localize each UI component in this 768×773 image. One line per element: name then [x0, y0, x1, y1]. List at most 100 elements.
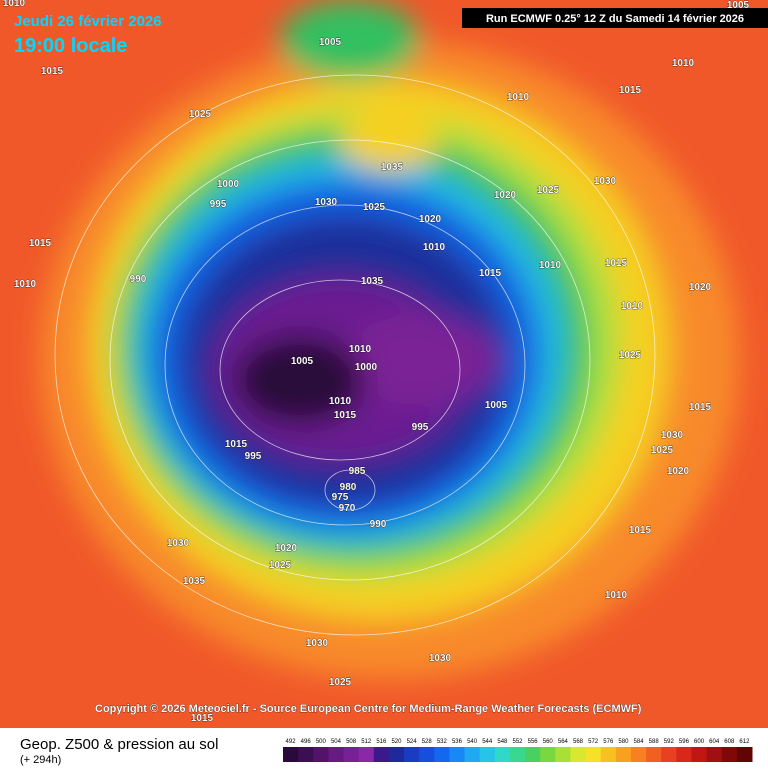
isobar-label: 1015	[41, 66, 64, 77]
colorbar-label: 536	[452, 739, 463, 745]
isobar-label: 1025	[363, 202, 386, 213]
isobar-label: 1025	[329, 677, 352, 688]
colorbar-label: 508	[346, 739, 357, 745]
run-box	[462, 8, 768, 28]
isobar-label: 1005	[727, 0, 750, 11]
isobar-label: 1035	[381, 162, 404, 173]
isobar-label: 1010	[507, 92, 530, 103]
colorbar-swatch	[585, 747, 602, 762]
geopotential-field	[40, 0, 740, 680]
isobar-label: 1015	[191, 713, 214, 724]
isobar-label: 1025	[537, 185, 560, 196]
colorbar-swatch	[721, 747, 738, 762]
run-info: Run ECMWF 0.25° 12 Z du Samedi 14 févrie…	[486, 13, 744, 25]
colorbar-label: 512	[361, 739, 372, 745]
isobar-label: 1015	[689, 402, 712, 413]
colorbar-swatch	[525, 747, 541, 762]
colorbar-swatch	[404, 747, 420, 762]
isobar-label: 1005	[485, 400, 508, 411]
colorbar-label: 516	[376, 739, 387, 745]
colorbar-label: 600	[694, 739, 705, 745]
colorbar-swatch	[661, 747, 677, 762]
colorbar-swatch	[419, 747, 435, 762]
isobar-label: 970	[339, 503, 356, 514]
colorbar-label: 576	[603, 739, 614, 745]
isobar-label: 1005	[291, 356, 314, 367]
colorbar-swatch	[570, 747, 587, 762]
colorbar-swatch	[343, 747, 360, 762]
isobar-label: 985	[349, 466, 366, 477]
colorbar-swatch	[555, 747, 571, 762]
isobar-label: 995	[210, 199, 227, 210]
isobar-label: 1005	[319, 37, 342, 48]
isobar-label: 1030	[306, 638, 329, 649]
colorbar-swatch	[691, 747, 708, 762]
colorbar-label: 580	[618, 739, 629, 745]
isobar-labels: 1005 1015 1025 1035 1000 995 1030 1025 1020 1020 1…	[3, 0, 750, 724]
colorbar-swatch	[479, 747, 496, 762]
colorbar-label: 588	[649, 739, 660, 745]
isobar-label: 1015	[479, 268, 502, 279]
isobar-label: 1025	[269, 560, 292, 571]
isobar-label: 1030	[594, 176, 617, 187]
colorbar-swatch	[630, 747, 647, 762]
isobar-label: 1010	[14, 279, 37, 290]
colorbar-label: 524	[407, 739, 418, 745]
colorbar-swatch	[313, 747, 329, 762]
colorbar-label: 608	[724, 739, 735, 745]
colorbar-swatch	[600, 747, 617, 762]
colorbar: 492 496 500 504 508 512 516 520 524 528 532 536 540 5…	[283, 739, 753, 762]
isobar-label: 1035	[361, 276, 384, 287]
colorbar-label: 492	[286, 739, 297, 745]
colorbar-swatch	[434, 747, 450, 762]
footer-title: Geop. Z500 & pression au sol	[20, 736, 218, 753]
colorbar-label: 592	[664, 739, 675, 745]
colorbar-label: 540	[467, 739, 478, 745]
lead-time: (+ 294h)	[20, 754, 61, 766]
colorbar-label: 552	[512, 739, 523, 745]
isobar-label: 1010	[349, 344, 372, 355]
colorbar-swatch	[358, 747, 375, 762]
isobar-label: 980	[340, 482, 357, 493]
isobar-label: 990	[370, 519, 387, 530]
colorbar-swatch	[328, 747, 345, 762]
isobar-label: 1025	[651, 445, 674, 456]
isobar-label: 1020	[667, 466, 690, 477]
colorbar-label: 596	[679, 739, 690, 745]
colorbar-label: 564	[558, 739, 569, 745]
colorbar-label: 548	[497, 739, 508, 745]
colorbar-swatch	[449, 747, 466, 762]
time: 19:00 locale	[14, 35, 127, 57]
colorbar-swatch	[540, 747, 556, 762]
colorbar-label: 528	[422, 739, 433, 745]
isobar-label: 1010	[539, 260, 562, 271]
colorbar-label: 544	[482, 739, 493, 745]
isobar-label: 1030	[315, 197, 338, 208]
colorbar-swatch	[464, 747, 481, 762]
isobar-label: 1010	[672, 58, 695, 69]
isobar-label: 1010	[605, 590, 628, 601]
isobar-label: 975	[332, 492, 349, 503]
colorbar-swatch	[646, 747, 662, 762]
isobar-label: 1010	[3, 0, 26, 9]
isobar-label: 1015	[29, 238, 52, 249]
colorbar-label: 560	[543, 739, 554, 745]
isobar-label: 1025	[189, 109, 212, 120]
colorbar-swatch	[615, 747, 632, 762]
isobar-label: 1020	[494, 190, 517, 201]
colorbar-swatch	[706, 747, 723, 762]
colorbar-swatch	[736, 747, 753, 762]
isobar-label: 1015	[225, 439, 248, 450]
colorbar-label: 504	[331, 739, 342, 745]
date: Jeudi 26 février 2026	[14, 13, 162, 30]
isobar-label: 1010	[423, 242, 446, 253]
isobar-label: 1015	[619, 85, 642, 96]
colorbar-swatch	[494, 747, 511, 762]
isobar-label: 1010	[329, 396, 352, 407]
colorbar-label: 584	[634, 739, 645, 745]
isobar-label: 1020	[689, 282, 712, 293]
isobar-label: 995	[245, 451, 262, 462]
isobar-label: 1020	[419, 214, 442, 225]
isobar-label: 1035	[183, 576, 206, 587]
